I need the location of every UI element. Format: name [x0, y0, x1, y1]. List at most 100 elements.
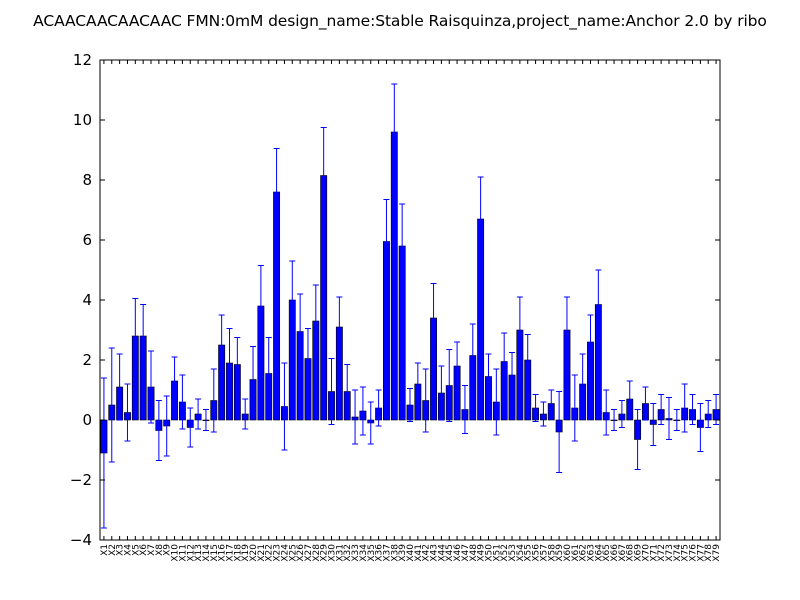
error-bar-X56: [532, 394, 539, 422]
x-tick-label: X47: [461, 544, 471, 562]
x-tick-label: X23: [273, 544, 283, 562]
error-bar-X11: [179, 374, 186, 430]
x-tick-label: X67: [618, 544, 628, 562]
x-tick-label: X44: [437, 544, 447, 562]
error-bar-X34: [359, 386, 366, 436]
x-tick-label: X38: [390, 544, 400, 562]
x-tick-label: X22: [265, 544, 275, 562]
error-bar-X6: [140, 304, 147, 368]
x-tick-label: X79: [712, 544, 722, 562]
x-tick-label: X27: [304, 544, 314, 562]
x-tick-label: X51: [492, 544, 502, 562]
error-bar-X60: [563, 296, 570, 364]
x-tick-label: X78: [704, 544, 714, 562]
error-bar-X9: [163, 395, 170, 457]
x-tick-label: X66: [610, 544, 620, 562]
y-tick-label: 2: [82, 351, 92, 369]
x-tick-label: X6: [139, 544, 149, 556]
error-bar-X48: [469, 323, 476, 388]
x-tick-label: X40: [406, 544, 416, 562]
error-bar-X47: [461, 385, 468, 434]
x-tick-label: X46: [453, 544, 463, 562]
error-bar-X53: [509, 352, 516, 398]
error-bar-X73: [665, 397, 672, 440]
x-tick-label: X19: [241, 544, 251, 562]
x-axis: X1X2X3X4X5X6X7X8X9X10X11X12X13X14X15X16X…: [100, 60, 722, 562]
error-bar-X76: [689, 394, 696, 425]
error-bar-X22: [265, 337, 272, 410]
error-bar-X55: [524, 334, 531, 386]
error-bar-X29: [320, 127, 327, 224]
x-tick-label: X71: [649, 544, 659, 562]
y-axis: −4 −2 0 2 4 6 8 10 12: [70, 51, 720, 549]
x-tick-label: X21: [257, 544, 267, 562]
x-tick-label: X11: [178, 544, 188, 562]
error-bar-X51: [493, 368, 500, 436]
error-bar-X66: [611, 409, 618, 431]
x-tick-label: X72: [657, 544, 667, 562]
error-bar-X12: [187, 407, 194, 448]
x-tick-label: X50: [484, 544, 494, 562]
error-bar-X43: [430, 283, 437, 353]
x-tick-label: X55: [524, 544, 534, 562]
error-bar-X27: [304, 328, 311, 389]
error-bar-X23: [273, 148, 280, 236]
error-bar-X15: [210, 368, 217, 433]
x-tick-label: X68: [626, 544, 636, 562]
x-tick-label: X1: [100, 544, 110, 556]
error-bar-X44: [438, 365, 445, 421]
error-bar-X58: [548, 389, 555, 418]
error-bar-X49: [477, 176, 484, 262]
error-bar-X31: [336, 296, 343, 358]
error-bar-X74: [673, 409, 680, 431]
x-tick-label: X17: [225, 544, 235, 562]
x-tick-label: X76: [689, 544, 699, 562]
error-bar-X54: [516, 296, 523, 364]
x-tick-label: X36: [375, 544, 385, 562]
error-bar-X52: [501, 332, 508, 391]
x-tick-label: X64: [594, 544, 604, 562]
error-bar-X5: [132, 298, 139, 374]
error-bar-X4: [124, 383, 131, 442]
x-tick-label: X10: [171, 544, 181, 562]
error-bar-X17: [226, 328, 233, 398]
error-bar-X59: [556, 391, 563, 473]
error-bar-X61: [571, 374, 578, 442]
y-tick-label: 0: [82, 411, 92, 429]
x-tick-label: X2: [108, 544, 118, 556]
x-tick-label: X56: [532, 544, 542, 562]
x-tick-label: X69: [634, 544, 644, 562]
x-tick-label: X3: [116, 544, 126, 556]
x-tick-label: X35: [367, 544, 377, 562]
x-tick-label: X70: [641, 544, 651, 562]
x-tick-label: X4: [123, 544, 133, 556]
x-tick-label: X26: [296, 544, 306, 562]
y-tick-label: 10: [73, 111, 92, 129]
x-tick-label: X65: [602, 544, 612, 562]
x-tick-label: X14: [202, 544, 212, 562]
error-bar-X25: [289, 260, 296, 340]
error-bar-X36: [375, 389, 382, 427]
y-tick-label: −4: [70, 531, 92, 549]
x-tick-label: X5: [131, 544, 141, 556]
x-tick-label: X53: [508, 544, 518, 562]
error-bar-X62: [579, 353, 586, 415]
error-bar-X14: [202, 409, 209, 431]
x-tick-label: X37: [382, 544, 392, 562]
x-tick-label: X57: [539, 544, 549, 562]
x-tick-label: X59: [555, 544, 565, 562]
x-tick-label: X77: [696, 544, 706, 562]
error-bar-X28: [312, 284, 319, 358]
y-tick-label: 8: [82, 171, 92, 189]
x-tick-label: X60: [563, 544, 573, 562]
error-bar-X37: [383, 199, 390, 284]
error-bar-X38: [391, 83, 398, 181]
error-bar-X24: [281, 362, 288, 451]
x-tick-label: X49: [477, 544, 487, 562]
x-tick-label: X62: [579, 544, 589, 562]
error-bar-X30: [328, 358, 335, 425]
x-tick-label: X31: [335, 544, 345, 562]
x-tick-label: X32: [343, 544, 353, 562]
error-bar-X21: [257, 265, 264, 347]
